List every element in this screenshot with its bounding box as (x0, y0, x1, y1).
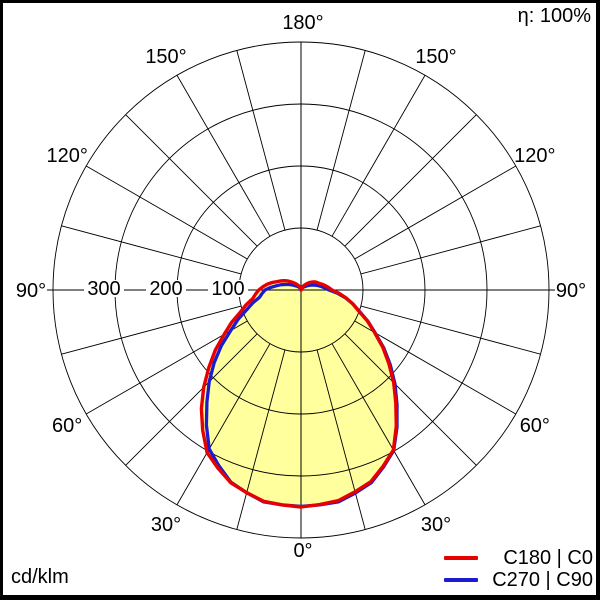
radial-grid-line (331, 75, 426, 237)
radial-grid-line (86, 165, 248, 260)
radial-tick-bg (208, 280, 248, 297)
radial-grid-line (61, 225, 242, 275)
angle-tick-label: 120° (514, 145, 555, 167)
radial-grid-line (176, 75, 271, 237)
radial-grid-line (86, 320, 248, 415)
legend-swatch-blue-line (444, 578, 478, 582)
radial-grid-line (354, 165, 516, 260)
radial-grid-line (354, 320, 516, 415)
legend-label-c270-c90: C270 | C90 (492, 568, 593, 591)
radial-grid-line (176, 343, 271, 505)
angle-tick-label: 60° (52, 415, 82, 437)
radial-tick-label: 100 (211, 278, 244, 300)
angle-tick-label: 60° (520, 415, 550, 437)
angle-tick-label: 90° (556, 280, 586, 302)
radial-grid-line (360, 225, 541, 275)
angle-tick-label: 30° (421, 514, 451, 536)
radial-grid-line (61, 305, 242, 355)
angle-tick-label: 0° (293, 540, 312, 562)
unit-label: cd/klm (11, 566, 69, 588)
radial-tick-bg (84, 280, 124, 297)
angle-tick-label: 180° (282, 12, 323, 34)
efficiency-label: η: 100% (517, 5, 591, 27)
radial-tick-label: 300 (87, 278, 120, 300)
legend-item-c270-c90: C270 | C90 (443, 569, 593, 591)
radial-grid-line (236, 50, 286, 231)
legend-swatch-red-line (444, 556, 478, 560)
radial-grid-line (360, 305, 541, 355)
radial-grid-line (236, 349, 286, 530)
angle-tick-label: 150° (415, 46, 456, 68)
radial-grid-line (331, 343, 426, 505)
legend: C180 | C0 C270 | C90 (443, 547, 593, 591)
radial-tick-label: 200 (149, 278, 182, 300)
beam-fill (206, 284, 397, 507)
legend-item-c180-c0: C180 | C0 (443, 547, 593, 569)
angle-tick-label: 120° (46, 145, 87, 167)
angle-tick-label: 150° (145, 46, 186, 68)
radial-grid-line (125, 333, 258, 466)
angle-tick-label: 90° (16, 280, 46, 302)
radial-grid-line (316, 50, 366, 231)
legend-label-c180-c0: C180 | C0 (503, 546, 593, 569)
radial-tick-bg (146, 280, 186, 297)
radial-grid-line (316, 349, 366, 530)
radial-grid-line (125, 114, 258, 247)
angle-tick-label: 30° (151, 514, 181, 536)
curve-c180-c0 (199, 279, 398, 509)
radial-grid-line (344, 114, 477, 247)
radial-grid-line (344, 333, 477, 466)
